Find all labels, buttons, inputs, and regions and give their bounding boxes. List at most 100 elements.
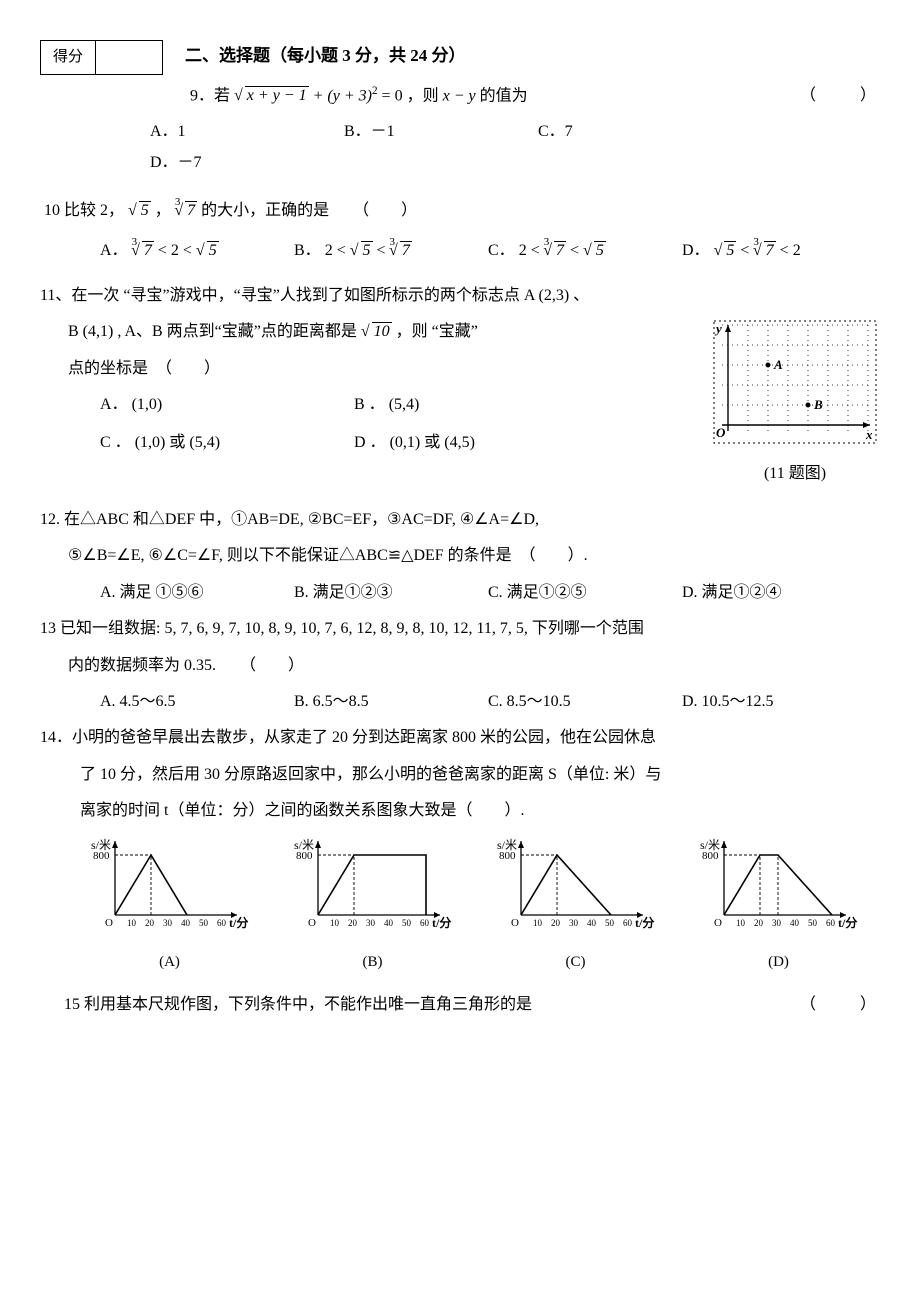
svg-text:10: 10 (736, 918, 746, 928)
q9-D: D．－7 (150, 148, 330, 178)
q13-l2: 内的数据频率为 0.35. （ ） (68, 651, 880, 681)
svg-text:800: 800 (296, 850, 313, 862)
q10-D-lt2: < (780, 242, 793, 259)
svg-text:30: 30 (163, 918, 173, 928)
q9-xy: x − y (443, 87, 476, 104)
q11-r10: 10 (372, 322, 392, 340)
q10-B-lt2: < (377, 242, 390, 259)
q12-D: D. 满足①②④ (682, 578, 802, 608)
q11-svg: OxyAB (710, 317, 880, 447)
q9-options: A．1 B．－1 C．7 D．－7 (150, 117, 880, 178)
score-value (96, 41, 163, 75)
q13-D: D. 10.5～12.5 (682, 687, 802, 717)
svg-text:60: 60 (217, 918, 227, 928)
q11-D-v2: (4,5) (444, 434, 475, 451)
q10-C-5: 5 (594, 241, 606, 259)
q10-A-r3: 3 (132, 236, 138, 248)
q10-B-r3: 3 (390, 236, 396, 248)
q14-l1: 14．小明的爸爸早晨出去散步，从家走了 20 分到达距离家 800 米的公园，他… (40, 723, 880, 753)
q14-label-A: (A) (68, 948, 271, 977)
q10-A: A． 3√7 < 2 < √5 (100, 232, 280, 266)
q14-label-D: (D) (677, 948, 880, 977)
q14-svg-A: s/米t/分800O102030405060 (85, 835, 255, 935)
q10-r7: 7 (185, 201, 197, 219)
q14-chart-A: s/米t/分800O102030405060 (A) (68, 835, 271, 977)
q10-a: 10 比较 2， (44, 202, 124, 219)
q14-chart-C: s/米t/分800O102030405060 (C) (474, 835, 677, 977)
svg-text:30: 30 (366, 918, 376, 928)
q11-C-v1: (1,0) (135, 434, 166, 451)
section-title: 二、选择题（每小题 3 分，共 24 分） (185, 46, 466, 65)
q9-exp: 2 (372, 85, 378, 97)
q11-l1a: 11、在一次 “寻宝”游戏中，“寻宝”人找到了如图所标示的两个标志点 A (40, 287, 535, 304)
svg-text:40: 40 (181, 918, 191, 928)
q11-figure: OxyAB (11 题图) (710, 317, 880, 489)
svg-text:50: 50 (808, 918, 818, 928)
svg-text:x: x (865, 427, 873, 442)
svg-text:30: 30 (772, 918, 782, 928)
svg-text:20: 20 (348, 918, 358, 928)
q10-A-5: 5 (207, 241, 219, 259)
q11-C-v2: (5,4) (189, 434, 220, 451)
q10-B-7: 7 (400, 241, 412, 259)
q14-l2: 了 10 分，然后用 30 分原路返回家中，那么小明的爸爸离家的距离 S（单位:… (80, 760, 880, 790)
q12-l1: 12. 在△ABC 和△DEF 中，①AB=DE, ②BC=EF，③AC=DF,… (40, 505, 880, 535)
score-box: 得分 (40, 40, 163, 75)
q15-paren: （ ） (800, 990, 880, 1020)
q9-stem-post: ，则 (407, 87, 443, 104)
q13-C: C. 8.5～10.5 (488, 687, 668, 717)
q11-l1b: 、 (573, 287, 589, 304)
q11-B-val: (5,4) (389, 396, 420, 413)
svg-text:50: 50 (199, 918, 209, 928)
q10-r5: 5 (139, 201, 151, 219)
svg-text:60: 60 (623, 918, 633, 928)
q11-pA: (2,3) (539, 287, 570, 304)
q14-chart-D: s/米t/分800O102030405060 (D) (677, 835, 880, 977)
q10-b: ， (155, 202, 171, 219)
q11-C-pre: C ． (100, 434, 131, 451)
q9-stem-tail: 的值为 (480, 87, 528, 104)
q10-B: B． 2 < √5 < 3√7 (294, 232, 474, 266)
q11: 11、在一次 “寻宝”游戏中，“寻宝”人找到了如图所标示的两个标志点 A (2,… (40, 281, 880, 311)
q15: 15 利用基本尺规作图，下列条件中，不能作出唯一直角三角形的是 （ ） (64, 990, 880, 1020)
svg-text:t/分: t/分 (635, 915, 654, 930)
q10-c: 的大小，正确的是 （ ） (201, 202, 417, 219)
q9-term2: + (y + 3) (313, 87, 372, 104)
q10-C: C． 2 < 3√7 < √5 (488, 232, 668, 266)
q14-svg-C: s/米t/分800O102030405060 (491, 835, 661, 935)
q11-B: B ． (5,4) (354, 390, 504, 420)
q14-svg-B: s/米t/分800O102030405060 (288, 835, 458, 935)
q15-text: 15 利用基本尺规作图，下列条件中，不能作出唯一直角三角形的是 (64, 990, 532, 1020)
svg-text:t/分: t/分 (229, 915, 248, 930)
q10-A-7: 7 (142, 241, 154, 259)
q9-C: C．7 (538, 117, 718, 147)
q12-A: A. 满足 ①⑤⑥ (100, 578, 280, 608)
svg-text:y: y (714, 321, 722, 336)
q14-chart-B: s/米t/分800O102030405060 (B) (271, 835, 474, 977)
q10-C-7: 7 (554, 241, 566, 259)
q14-svg-D: s/米t/分800O102030405060 (694, 835, 864, 935)
q11-pB: (4,1) (83, 323, 114, 340)
svg-text:O: O (105, 917, 113, 929)
q10-D-5: 5 (724, 241, 736, 259)
svg-text:t/分: t/分 (838, 915, 857, 930)
svg-text:B: B (813, 397, 823, 412)
q9-A: A．1 (150, 117, 330, 147)
q12-B: B. 满足①②③ (294, 578, 474, 608)
q10: 10 比较 2， √5 ， 3√7 的大小，正确的是 （ ） (44, 192, 880, 226)
q11-l2a: B (68, 323, 79, 340)
svg-text:A: A (773, 357, 783, 372)
q12-options: A. 满足 ①⑤⑥ B. 满足①②③ C. 满足①②⑤ D. 满足①②④ (100, 578, 880, 608)
q10-B-pre: B． (294, 242, 321, 259)
q11-A-pre: A． (100, 396, 128, 413)
q11-l2b: , A、B 两点到“宝藏”点的距离都是 (117, 323, 361, 340)
score-label: 得分 (41, 41, 96, 75)
q11-A-val: (1,0) (132, 396, 163, 413)
svg-text:O: O (308, 917, 316, 929)
q10-D-r3: 3 (753, 236, 759, 248)
svg-text:60: 60 (826, 918, 836, 928)
q13-options: A. 4.5～6.5 B. 6.5～8.5 C. 8.5～10.5 D. 10.… (100, 687, 880, 717)
q12-C: C. 满足①②⑤ (488, 578, 668, 608)
svg-text:50: 50 (402, 918, 412, 928)
svg-text:20: 20 (145, 918, 155, 928)
